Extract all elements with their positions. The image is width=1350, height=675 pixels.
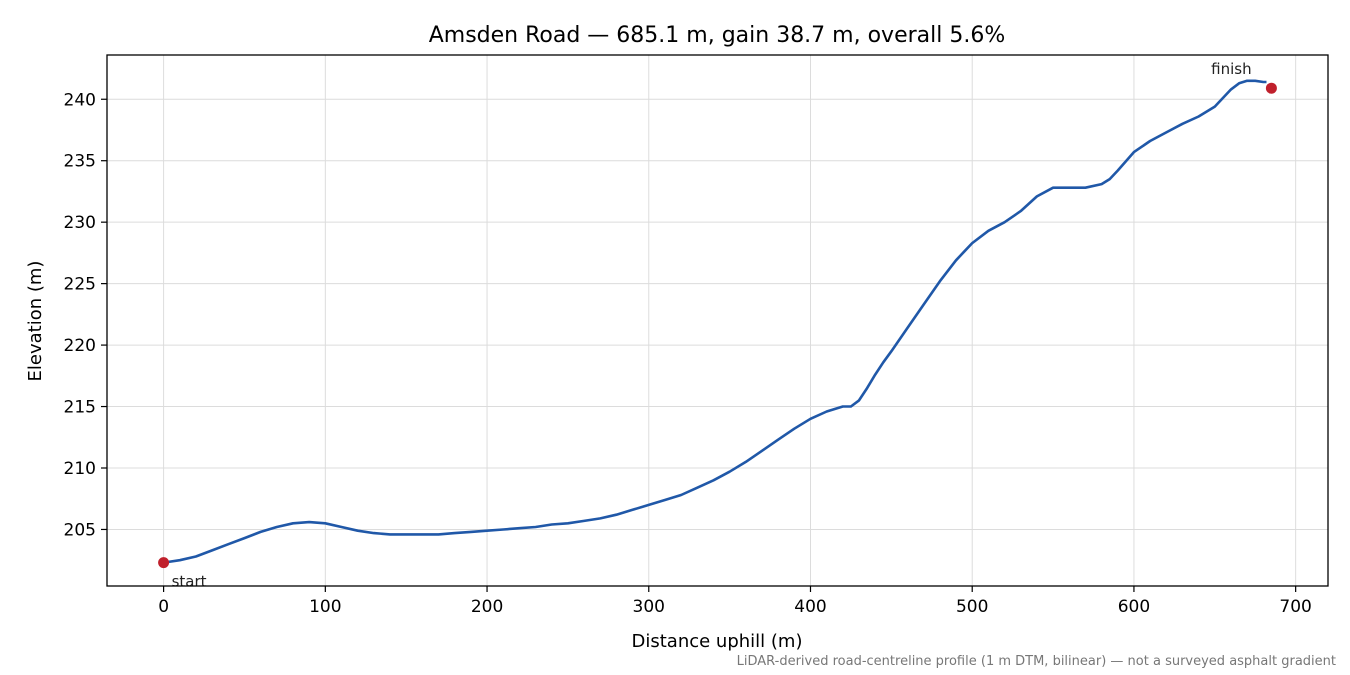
chart-title: Amsden Road — 685.1 m, gain 38.7 m, over… [429, 23, 1006, 48]
y-axis-title: Elevation (m) [25, 261, 46, 382]
series-layer [163, 79, 1267, 564]
start-annotation: start [172, 573, 207, 591]
start-marker [158, 557, 170, 569]
x-axis-title: Distance uphill (m) [632, 631, 803, 652]
y-tick-label: 225 [64, 275, 96, 295]
x-tick-label: 0 [158, 597, 169, 617]
y-tick-label: 210 [64, 459, 96, 479]
x-tick-label: 700 [1279, 597, 1311, 617]
plot-frame [106, 54, 1329, 587]
x-axis: 0 100 200 300 400 500 600 700 [158, 586, 1312, 617]
grid [107, 55, 1328, 586]
finish-annotation: finish [1211, 60, 1251, 78]
y-tick-label: 205 [64, 520, 96, 540]
y-tick-label: 230 [64, 213, 96, 233]
x-tick-label: 500 [956, 597, 988, 617]
marker-layer: start finish [158, 60, 1277, 591]
x-tick-label: 400 [794, 597, 826, 617]
elevation-profile-line [163, 79, 1267, 564]
x-tick-label: 200 [471, 597, 503, 617]
footnote: LiDAR-derived road-centreline profile (1… [737, 654, 1336, 669]
x-tick-label: 600 [1118, 597, 1150, 617]
y-tick-label: 215 [64, 398, 96, 418]
y-axis: 205 210 215 220 225 230 235 240 [64, 90, 107, 540]
y-tick-label: 240 [64, 90, 96, 110]
finish-marker [1265, 82, 1277, 94]
x-tick-label: 300 [633, 597, 665, 617]
y-tick-label: 235 [64, 152, 96, 172]
x-tick-label: 100 [309, 597, 341, 617]
y-tick-label: 220 [64, 336, 96, 356]
